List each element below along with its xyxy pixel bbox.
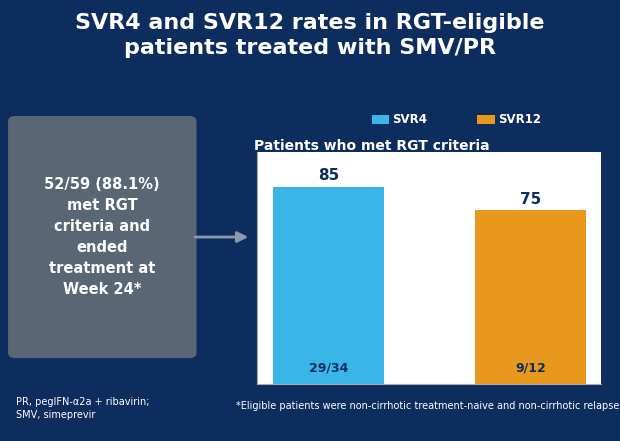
Text: 29/34: 29/34 [309,362,348,374]
Text: SVR4: SVR4 [392,113,427,126]
Text: Patients who met RGT criteria: Patients who met RGT criteria [254,139,490,153]
Text: SVR4 and SVR12 rates in RGT-eligible
patients treated with SMV/PR: SVR4 and SVR12 rates in RGT-eligible pat… [75,13,545,58]
Text: 75: 75 [520,191,541,206]
Text: 85: 85 [318,168,339,183]
Y-axis label: Patients achieving SVR4
or SVR12 (%): Patients achieving SVR4 or SVR12 (%) [196,187,224,349]
Text: 52/59 (88.1%)
met RGT
criteria and
ended
treatment at
Week 24*: 52/59 (88.1%) met RGT criteria and ended… [45,177,160,297]
Bar [475,210,586,384]
Text: 9/12: 9/12 [515,362,546,374]
Text: PR, pegIFN-α2a + ribavirin;
SMV, simeprevir: PR, pegIFN-α2a + ribavirin; SMV, simepre… [16,397,149,420]
Text: SVR12: SVR12 [498,113,541,126]
Bar [273,187,384,384]
Text: *Eligible patients were non-cirrhotic treatment-naive and non-cirrhotic relapser: *Eligible patients were non-cirrhotic tr… [236,401,620,411]
